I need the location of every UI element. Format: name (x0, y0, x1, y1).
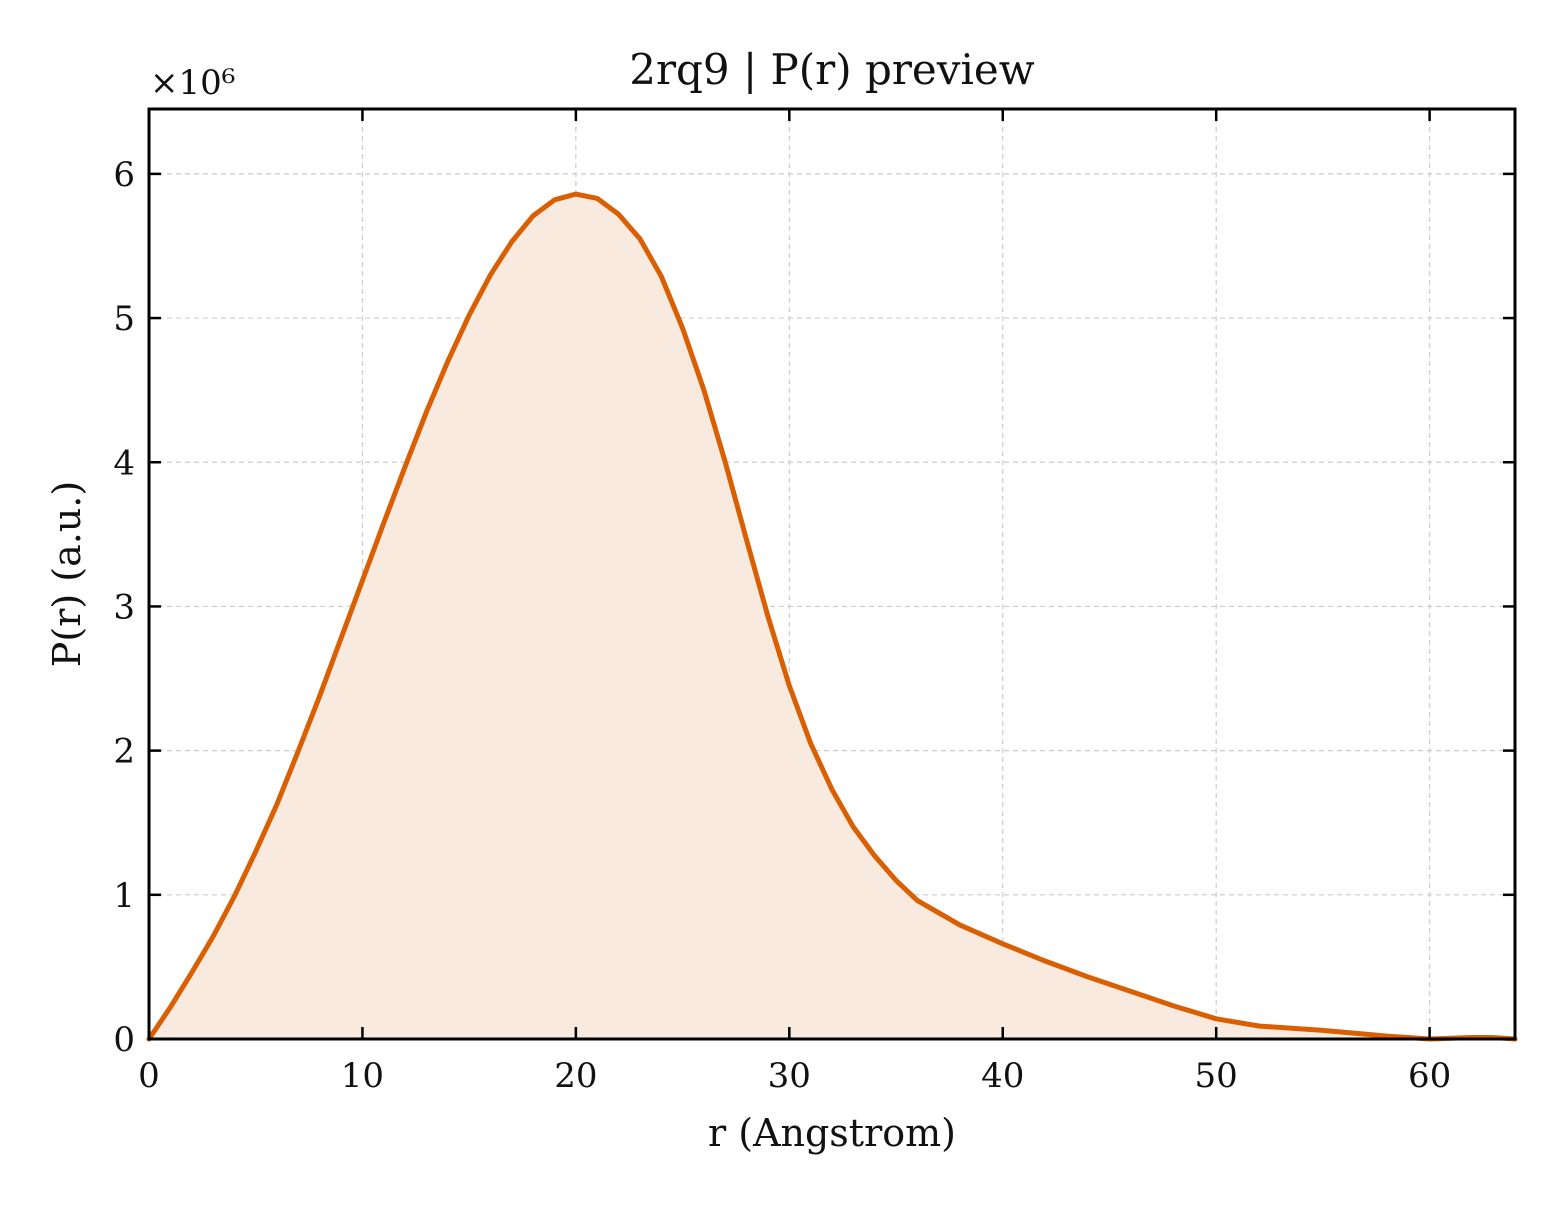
x-tick-label: 30 (768, 1056, 811, 1096)
y-tick-label: 1 (113, 876, 135, 916)
series-area-fill (149, 194, 1515, 1039)
x-tick-label: 0 (138, 1056, 160, 1096)
x-tick-label: 60 (1408, 1056, 1451, 1096)
y-tick-label: 5 (113, 299, 135, 339)
tick-labels: 0 10 20 30 40 50 60 0 1 2 3 4 5 6 (113, 155, 1451, 1096)
plot-area (146, 191, 1518, 1042)
y-tick-label: 6 (113, 155, 135, 195)
x-tick-label: 50 (1195, 1056, 1238, 1096)
x-axis-label: r (Angstrom) (708, 1111, 956, 1155)
y-tick-label: 2 (113, 732, 135, 772)
axes-frame (147, 107, 1517, 1041)
x-tick-label: 40 (981, 1056, 1024, 1096)
x-tick-label: 20 (554, 1056, 597, 1096)
x-tick-label: 10 (341, 1056, 384, 1096)
y-axis-label: P(r) (a.u.) (45, 481, 89, 667)
series-line (146, 191, 1518, 1042)
y-axis-offset-label: ×10⁶ (150, 63, 235, 103)
y-tick-label: 0 (113, 1020, 135, 1060)
y-tick-label: 4 (113, 443, 135, 483)
y-tick-label: 3 (113, 587, 135, 627)
chart-title: 2rq9 | P(r) preview (629, 45, 1035, 94)
